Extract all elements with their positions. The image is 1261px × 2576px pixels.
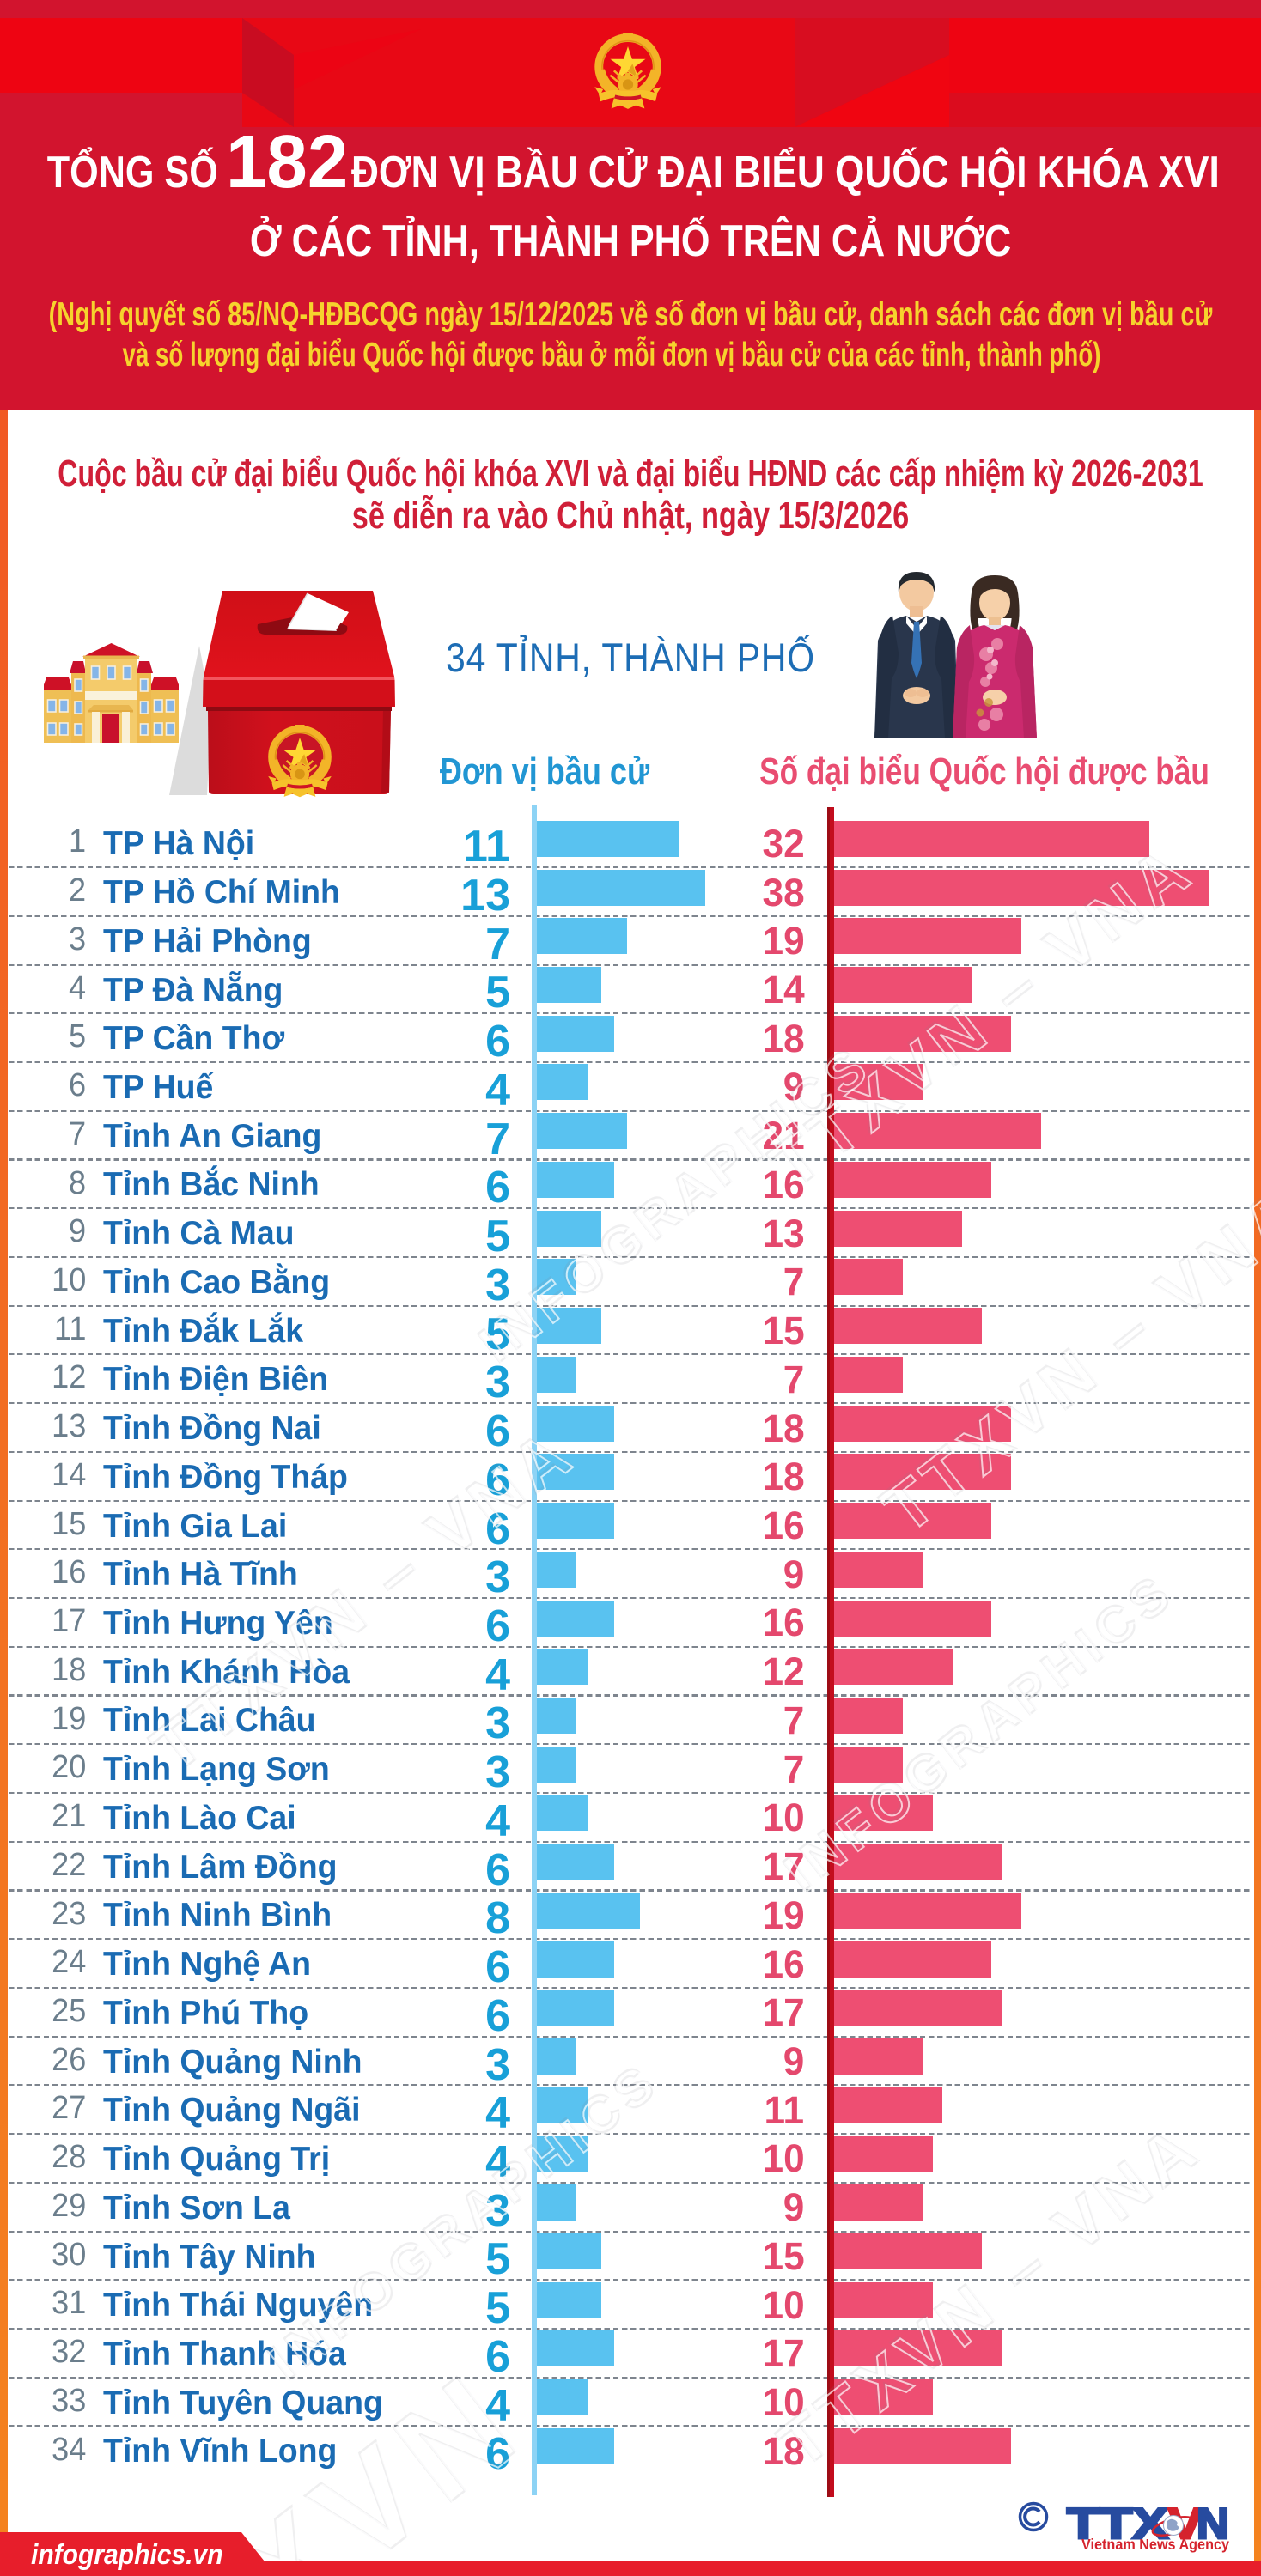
svg-text:N: N <box>1197 2500 1229 2548</box>
svg-text:TTX: TTX <box>1067 2500 1168 2548</box>
svg-text:Vietnam News Agency: Vietnam News Agency <box>1081 2536 1229 2553</box>
